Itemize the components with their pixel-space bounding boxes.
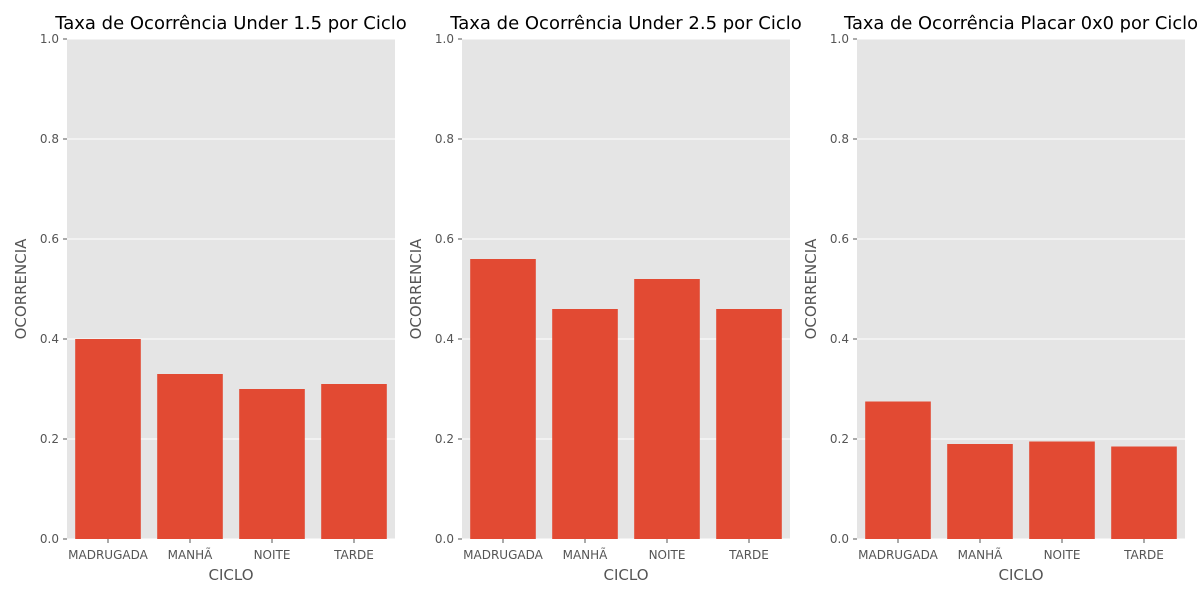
- x-tick-label: MANHÃ: [168, 547, 214, 562]
- bar-madrugada: [75, 339, 141, 539]
- y-axis-label: OCORRENCIA: [12, 238, 30, 340]
- x-axis-label: CICLO: [209, 566, 254, 584]
- chart-title: Taxa de Ocorrência Under 2.5 por Ciclo: [449, 13, 802, 34]
- x-tick-label: TARDE: [333, 548, 374, 562]
- y-tick-label: 0.8: [40, 132, 59, 146]
- y-tick-label: 0.2: [435, 432, 454, 446]
- bar-tarde: [1111, 446, 1177, 539]
- y-tick-label: 0.4: [40, 332, 59, 346]
- x-axis-label: CICLO: [999, 566, 1044, 584]
- y-tick-label: 0.6: [435, 232, 454, 246]
- x-tick-label: MANHÃ: [563, 547, 609, 562]
- bar-manhã: [552, 309, 618, 539]
- y-tick-label: 0.2: [40, 432, 59, 446]
- x-tick-label: MANHÃ: [958, 547, 1004, 562]
- y-axis-label: OCORRENCIA: [802, 238, 820, 340]
- x-tick-label: NOITE: [254, 548, 291, 562]
- x-tick-label: MADRUGADA: [463, 548, 543, 562]
- x-tick-label: TARDE: [728, 548, 769, 562]
- y-tick-label: 0.2: [830, 432, 849, 446]
- bar-madrugada: [865, 401, 931, 539]
- chart-panel-1: 0.0 0.2 0.4 0.6 0.8 1.0 MADRUGADA MANHÃ NOITE TAR…: [12, 13, 407, 584]
- y-tick-label: 1.0: [435, 32, 454, 46]
- bar-manhã: [157, 374, 223, 539]
- bar-madrugada: [470, 259, 536, 539]
- y-axis-label: OCORRENCIA: [407, 238, 425, 340]
- chart-panel-2: 0.0 0.2 0.4 0.6 0.8 1.0 MADRUGADA MANHÃ NOITE TAR…: [407, 13, 802, 584]
- bar-manhã: [947, 444, 1013, 539]
- chart-title: Taxa de Ocorrência Placar 0x0 por Ciclo: [843, 13, 1198, 34]
- x-tick-label: NOITE: [649, 548, 686, 562]
- bar-noite: [239, 389, 305, 539]
- y-tick-label: 0.0: [40, 532, 59, 546]
- y-tick-label: 0.0: [830, 532, 849, 546]
- bar-noite: [1029, 441, 1095, 539]
- y-tick-label: 1.0: [830, 32, 849, 46]
- chart-panel-3: 0.0 0.2 0.4 0.6 0.8 1.0 MADRUGADA MANHÃ NOITE TAR…: [802, 13, 1198, 584]
- x-tick-label: NOITE: [1044, 548, 1081, 562]
- bar-noite: [634, 279, 700, 539]
- y-tick-label: 0.4: [830, 332, 849, 346]
- bar-tarde: [321, 384, 387, 539]
- x-tick-label: TARDE: [1123, 548, 1164, 562]
- y-tick-label: 0.8: [830, 132, 849, 146]
- chart-title: Taxa de Ocorrência Under 1.5 por Ciclo: [54, 13, 407, 34]
- y-tick-label: 0.0: [435, 532, 454, 546]
- y-tick-label: 0.4: [435, 332, 454, 346]
- x-tick-label: MADRUGADA: [68, 548, 148, 562]
- x-tick-label: MADRUGADA: [858, 548, 938, 562]
- bar-tarde: [716, 309, 782, 539]
- y-tick-label: 0.6: [830, 232, 849, 246]
- x-axis-label: CICLO: [604, 566, 649, 584]
- y-tick-label: 0.8: [435, 132, 454, 146]
- y-tick-label: 1.0: [40, 32, 59, 46]
- y-tick-label: 0.6: [40, 232, 59, 246]
